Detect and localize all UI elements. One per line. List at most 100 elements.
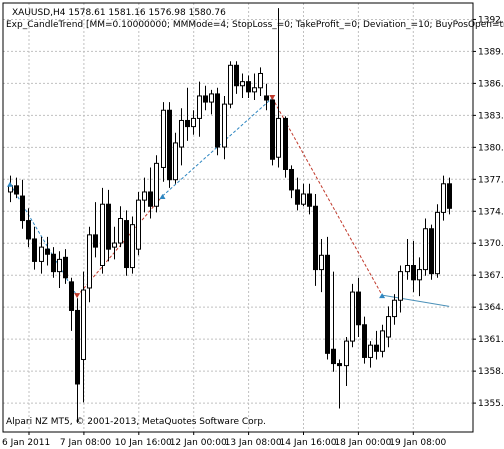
bear-candle-body [45, 248, 50, 255]
price-tick-label: 1367.85 [478, 271, 504, 281]
bear-candle-body [325, 254, 330, 354]
bear-candle-body [32, 238, 37, 262]
candle [142, 177, 147, 213]
bull-candle-body [417, 269, 422, 281]
price-tick-label: 1355.33 [478, 399, 504, 409]
copyright-text: Alpari NZ MT5, © 2001-2013, MetaQuotes S… [6, 417, 266, 427]
candle [264, 83, 269, 111]
price-tick-label: 1361.59 [478, 335, 504, 345]
buy-arrow-icon [159, 194, 166, 200]
candles [8, 8, 452, 423]
bear-candle-body [185, 119, 190, 128]
candle [276, 8, 281, 168]
bear-candle-body [26, 220, 31, 240]
candle [51, 247, 56, 278]
bear-candle-body [307, 193, 312, 207]
bull-candle-body [405, 265, 410, 273]
candle [380, 324, 385, 358]
candle [423, 218, 428, 276]
candle [45, 236, 50, 266]
candle [215, 87, 220, 156]
bear-candle-body [447, 183, 452, 209]
bear-candle-body [93, 234, 98, 248]
candle [289, 165, 294, 199]
time-tick-label: 13 Jan 08:00 [225, 438, 282, 448]
bull-candle-body [380, 330, 385, 352]
buy-arrow-icon [7, 181, 13, 187]
candle [222, 95, 227, 160]
bull-candle-body [179, 119, 184, 148]
candle [81, 271, 86, 403]
bull-candle-body [57, 258, 62, 273]
price-tick-label: 1364.72 [478, 303, 504, 313]
candle [405, 238, 410, 280]
bear-candle-body [63, 256, 68, 279]
buy-arrow-icon [379, 293, 386, 299]
time-tick-label: 14 Jan 16:00 [280, 438, 337, 448]
time-tick-label: 6 Jan 2011 [2, 438, 50, 448]
open-trade-line [382, 294, 450, 307]
candle [350, 283, 355, 348]
symbol-info-text: XAUUSD,H4 1578.61 1581.16 1576.98 1580.7… [12, 8, 226, 18]
bull-candle-body [173, 142, 178, 181]
candle [203, 85, 208, 111]
candle [39, 236, 44, 274]
price-tick-label: 1383.50 [478, 111, 504, 121]
bull-candle-body [435, 211, 440, 275]
bull-candle-body [252, 87, 257, 93]
plot-frame [2, 2, 474, 433]
bull-candle-body [319, 254, 324, 271]
candle [240, 73, 245, 98]
candle [93, 202, 98, 258]
bear-candle-body [75, 309, 80, 385]
candle [246, 75, 251, 98]
bear-candle-body [203, 95, 208, 103]
bull-candle-body [161, 109, 166, 168]
candle [32, 226, 37, 270]
bull-candle-body [258, 72, 263, 89]
candle [209, 89, 214, 115]
candle [173, 132, 178, 184]
bull-candle-body [209, 93, 214, 103]
bear-candle-body [264, 95, 269, 101]
candle [252, 73, 257, 101]
bear-candle-body [51, 253, 56, 273]
candle [161, 102, 166, 182]
bear-candle-body [429, 228, 434, 275]
candle [295, 177, 300, 211]
candle [301, 183, 306, 207]
bull-candle-body [386, 316, 391, 338]
time-tick-label: 7 Jan 08:00 [60, 438, 112, 448]
bull-candle-body [112, 242, 117, 248]
sell-arrow-icon [74, 293, 81, 299]
candle [398, 265, 403, 313]
candle [258, 67, 263, 96]
candle [283, 116, 288, 178]
candle [14, 177, 19, 199]
candle [130, 216, 135, 274]
bull-candle-body [222, 103, 227, 148]
candle [167, 102, 172, 188]
trade-line [271, 97, 383, 296]
price-tick-label: 1392.89 [478, 15, 504, 25]
candle [87, 226, 92, 303]
candle [270, 95, 275, 166]
trade-line [162, 97, 273, 197]
bull-candle-body [136, 199, 141, 250]
candle [197, 81, 202, 137]
bear-candle-body [289, 168, 294, 191]
candle [435, 204, 440, 278]
bull-candle-body [142, 191, 147, 201]
bull-candle-body [423, 228, 428, 271]
candle [368, 341, 373, 368]
bull-candle-body [228, 64, 233, 105]
bear-candle-body [215, 93, 220, 148]
candle [307, 183, 312, 215]
bull-candle-body [130, 224, 135, 269]
candle [179, 108, 184, 166]
candle [124, 210, 129, 276]
bull-candle-body [118, 218, 123, 244]
